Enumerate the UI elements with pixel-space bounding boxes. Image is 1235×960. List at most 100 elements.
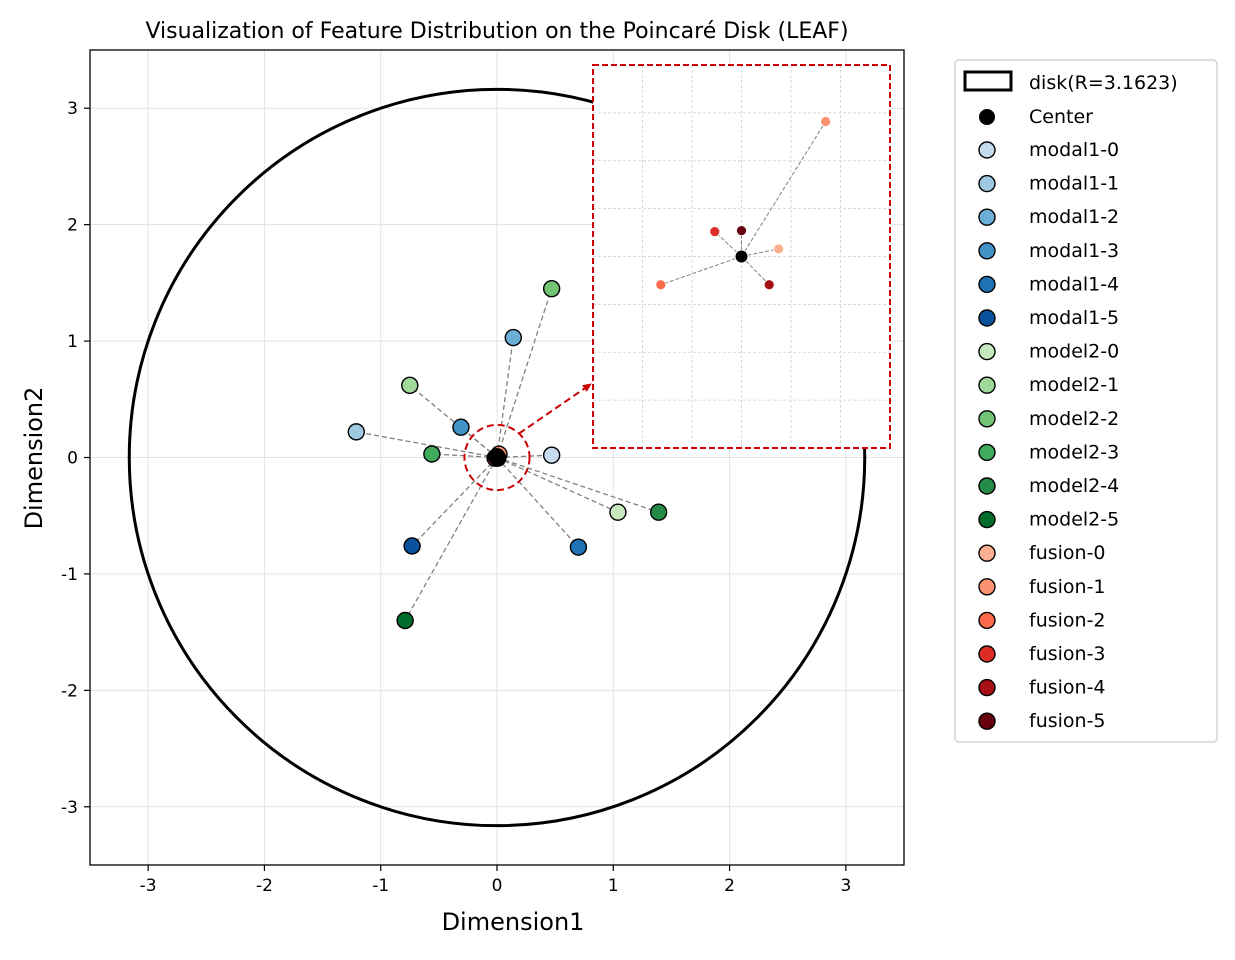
point-model2-3 — [423, 445, 441, 463]
legend-label-modal1-5: modal1-5 — [1029, 307, 1119, 329]
point-model2-0 — [609, 503, 627, 521]
y-axis-label: Dimension2 — [20, 387, 48, 530]
center-point — [488, 449, 506, 466]
legend-marker-model2-2 — [978, 410, 996, 428]
inset-plot — [655, 116, 832, 291]
legend: disk(R=3.1623) Center modal1-0modal1-1mo… — [954, 59, 1218, 743]
legend-disk-swatch — [963, 70, 1013, 92]
legend-marker-modal1-5 — [978, 309, 996, 327]
x-tick-label: 3 — [840, 876, 851, 896]
legend-marker-model2-1 — [978, 376, 996, 394]
point-modal1-0 — [542, 446, 561, 464]
legend-label-model2-4: model2-4 — [1029, 475, 1119, 497]
legend-marker-fusion-0 — [978, 544, 996, 562]
legend-label-fusion-2: fusion-2 — [1029, 609, 1106, 631]
y-tick-label: 3 — [67, 99, 78, 119]
legend-marker-fusion-5 — [978, 712, 996, 730]
legend-marker-fusion-1 — [978, 578, 996, 596]
legend-label-model2-5: model2-5 — [1029, 509, 1119, 531]
inset-point-fusion-0 — [773, 243, 785, 255]
legend-marker-model2-4 — [978, 477, 996, 495]
legend-marker-modal1-3 — [978, 242, 996, 260]
zoom-arrow — [518, 383, 592, 435]
y-tick-label: 1 — [67, 332, 78, 352]
y-tick-label: -1 — [61, 565, 78, 585]
legend-marker-model2-3 — [978, 443, 996, 462]
x-tick-label: -3 — [140, 876, 157, 896]
x-tick-label: 2 — [724, 876, 735, 896]
legend-center-label: Center — [1029, 106, 1093, 128]
legend-label-model2-3: model2-3 — [1029, 441, 1119, 463]
connection-line — [496, 456, 659, 513]
connection-line — [409, 384, 498, 459]
x-tick-label: -1 — [372, 876, 389, 896]
connection-line — [496, 337, 514, 458]
point-model2-4 — [649, 503, 668, 521]
x-tick-label: 0 — [492, 876, 503, 896]
inset-point-fusion-1 — [820, 116, 832, 127]
legend-marker-modal1-2 — [978, 208, 996, 226]
connection-line — [496, 456, 619, 513]
legend-marker-fusion-3 — [978, 645, 996, 663]
legend-label-model2-0: model2-0 — [1029, 341, 1119, 363]
inset-center-point — [734, 249, 749, 264]
legend-marker-modal1-4 — [978, 275, 996, 294]
connection-line — [496, 288, 553, 458]
point-model2-2 — [542, 279, 561, 298]
legend-items: modal1-0 modal1-1 modal1-2 modal1-3 modal1-4… — [978, 139, 1119, 732]
legend-label-modal1-2: modal1-2 — [1029, 206, 1119, 228]
legend-label-modal1-0: modal1-0 — [1029, 139, 1119, 161]
connection-line — [411, 457, 498, 547]
inset-frame — [592, 64, 891, 449]
y-tick-label: -3 — [61, 798, 78, 818]
zoom-circle — [463, 423, 531, 492]
inset-connection-line — [660, 256, 742, 286]
legend-label-modal1-3: modal1-3 — [1029, 240, 1119, 262]
x-axis-label: Dimension1 — [442, 908, 585, 936]
point-model2-1 — [401, 376, 419, 395]
legend-label-fusion-5: fusion-5 — [1029, 710, 1106, 732]
legend-disk-label: disk(R=3.1623) — [1029, 72, 1178, 94]
connection-line — [404, 457, 498, 621]
x-tick-label: -2 — [256, 876, 273, 896]
chart-title: Visualization of Feature Distribution on… — [145, 19, 848, 44]
main-plot — [127, 87, 867, 828]
x-tick-label: 1 — [608, 876, 619, 896]
inset-point-fusion-3 — [709, 226, 721, 238]
y-tick-label: -2 — [61, 681, 78, 701]
point-model2-5 — [396, 611, 414, 630]
zoom-annotation — [463, 383, 592, 492]
main-ticks: -3 -2 -1 0 1 2 3 -3 -2 -1 0 1 2 3 — [61, 99, 851, 896]
legend-label-modal1-4: modal1-4 — [1029, 273, 1119, 295]
legend-marker-model2-0 — [978, 342, 996, 361]
y-tick-label: 2 — [67, 216, 78, 236]
y-tick-label: 0 — [67, 449, 78, 469]
legend-frame — [954, 59, 1218, 743]
legend-label-fusion-0: fusion-0 — [1029, 542, 1106, 564]
legend-marker-modal1-0 — [978, 141, 996, 159]
inset-point-fusion-4 — [763, 279, 775, 291]
point-modal1-5 — [403, 537, 421, 555]
inset-point-fusion-5 — [736, 225, 747, 237]
point-modal1-4 — [569, 538, 588, 556]
point-modal1-2 — [504, 328, 522, 347]
legend-marker-modal1-1 — [978, 174, 996, 193]
legend-marker-fusion-4 — [978, 678, 996, 697]
point-modal1-3 — [452, 418, 470, 436]
legend-label-model2-1: model2-1 — [1029, 374, 1119, 396]
poincare-disk — [127, 87, 867, 828]
point-modal1-1 — [347, 423, 365, 441]
legend-marker-model2-5 — [978, 510, 996, 529]
legend-label-fusion-4: fusion-4 — [1029, 677, 1106, 699]
inset-zoom — [592, 64, 891, 449]
connection-line — [496, 457, 579, 548]
main-axes-frame — [89, 49, 905, 866]
inset-connection-line — [741, 121, 827, 257]
legend-label-fusion-3: fusion-3 — [1029, 643, 1106, 665]
legend-label-fusion-1: fusion-1 — [1029, 576, 1106, 598]
inset-point-fusion-2 — [655, 279, 667, 291]
legend-center-marker — [979, 109, 995, 125]
legend-label-modal1-1: modal1-1 — [1029, 173, 1119, 195]
legend-marker-fusion-2 — [978, 611, 996, 630]
